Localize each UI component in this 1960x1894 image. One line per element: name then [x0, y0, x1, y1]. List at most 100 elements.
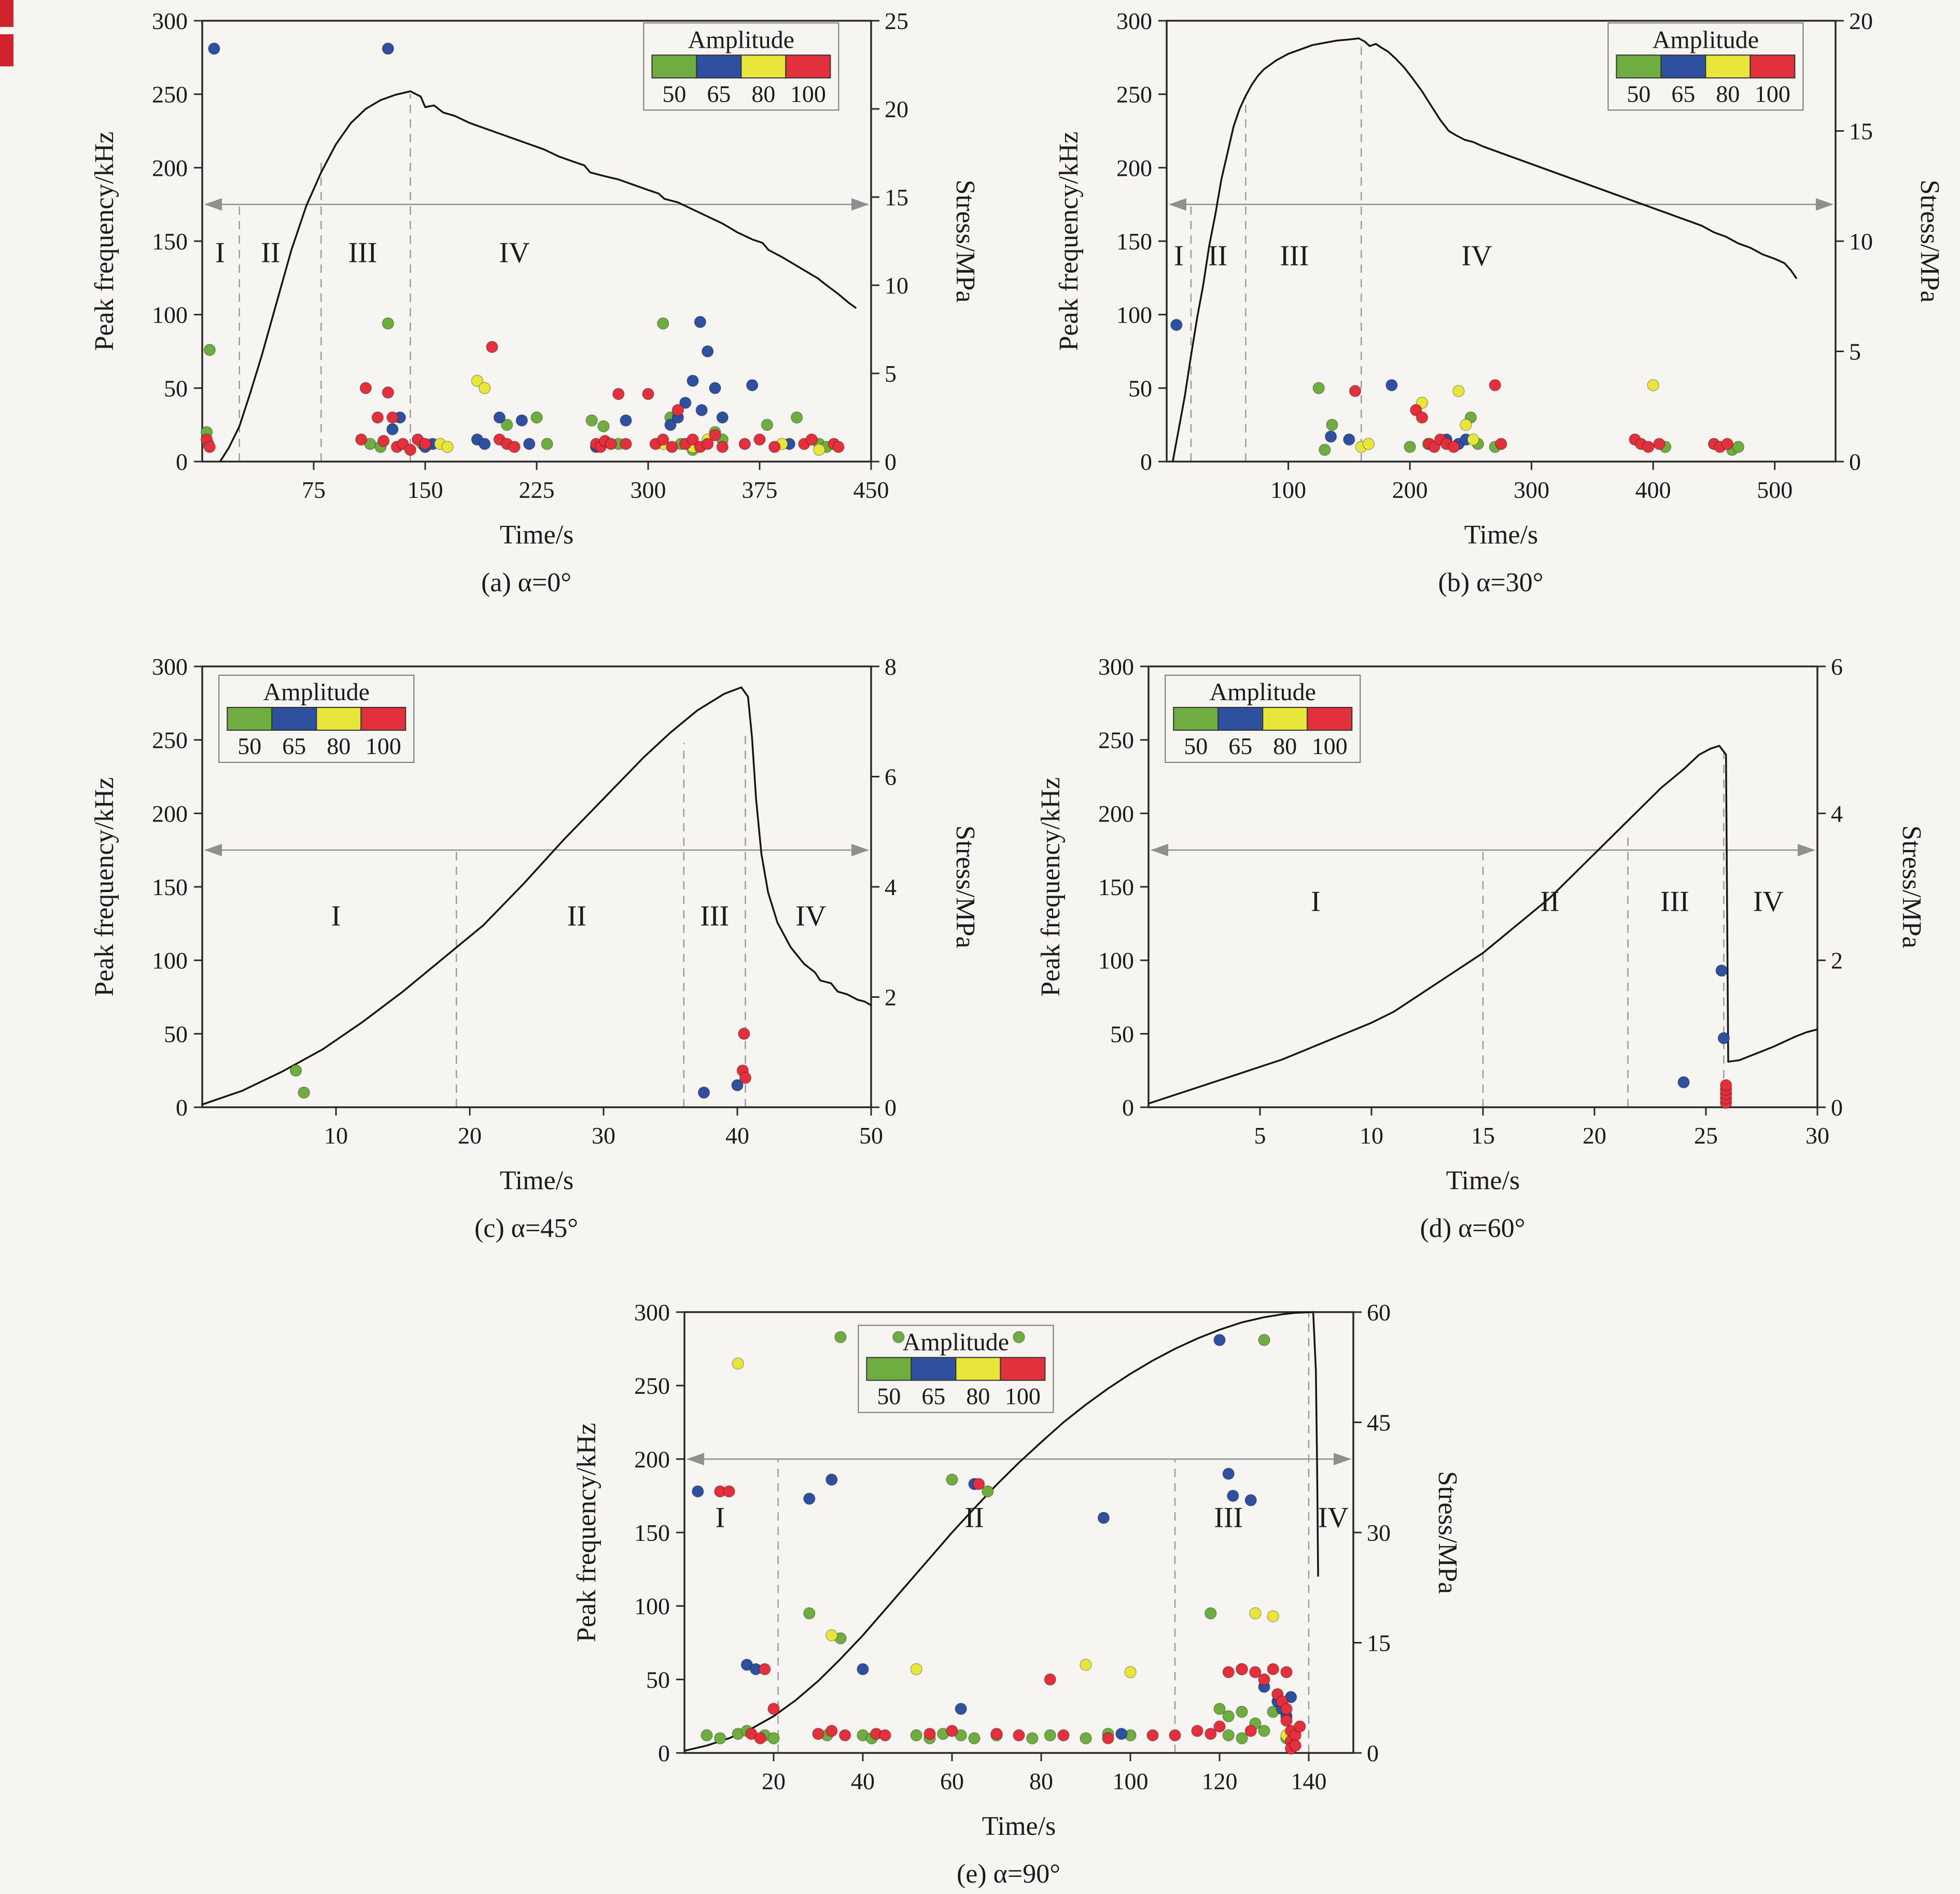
data-point [1044, 1729, 1056, 1742]
y-left-tick-label: 250 [1116, 81, 1152, 108]
data-point [879, 1729, 891, 1742]
y-left-tick-label: 200 [634, 1446, 670, 1472]
y-left-tick-label: 0 [658, 1740, 670, 1766]
y-left-axis-title: Peak frequency/kHz [90, 131, 119, 351]
data-point [1205, 1728, 1217, 1740]
x-tick-label: 100 [1113, 1768, 1149, 1794]
data-point [493, 411, 506, 424]
arrow-head-left [204, 198, 222, 211]
data-point [1213, 1703, 1226, 1715]
y-right-tick-label: 4 [1831, 800, 1843, 827]
phase-label: IV [499, 237, 529, 269]
legend-value-label: 80 [966, 1383, 990, 1410]
phase-labels: I II III IV [331, 900, 827, 932]
legend-frame [858, 1325, 1054, 1413]
phase-range-arrow [687, 1453, 1351, 1466]
legend-swatch-100 [785, 54, 831, 79]
data-point [1319, 443, 1331, 456]
x-axis: 5 10 15 20 25 30 [1254, 1107, 1829, 1149]
data-point [298, 1086, 310, 1099]
y-left-tick-label: 0 [1140, 449, 1152, 475]
x-tick-label: 15 [1471, 1122, 1495, 1149]
data-point [1715, 964, 1728, 977]
legend-swatch-65 [911, 1357, 957, 1381]
phase-label: IV [795, 900, 826, 932]
phase-label: III [700, 900, 729, 932]
legend-swatch-65 [696, 54, 742, 79]
x-tick-label: 30 [592, 1122, 615, 1149]
data-point [585, 414, 598, 427]
y-right-tick-label: 2 [885, 984, 897, 1011]
data-point [709, 382, 721, 395]
legend-swatch-65 [1660, 54, 1706, 79]
y-left-axis: 0 50 100 150 200 250 300 [1116, 8, 1167, 475]
x-tick-label: 400 [1635, 477, 1671, 503]
legend-swatch-50 [227, 707, 273, 731]
legend-title: Amplitude [688, 26, 794, 53]
data-point [530, 411, 543, 424]
stress-curve [1148, 745, 1818, 1105]
data-point [697, 1086, 710, 1099]
data-point [666, 440, 678, 453]
data-point [382, 43, 395, 55]
y-left-axis: 0 50 100 150 200 250 300 [152, 653, 202, 1121]
legend-value-label: 50 [877, 1383, 901, 1410]
x-tick-label: 50 [859, 1122, 883, 1149]
x-axis-title: Time/s [500, 1166, 574, 1195]
y-right-tick-label: 15 [1849, 118, 1873, 145]
y-right-axis-title: Stress/MPa [950, 826, 980, 949]
chart-e-caption: (e) α=90° [956, 1859, 1061, 1889]
data-point [679, 396, 692, 409]
chart-panel-b: 0 50 100 150 200 250 300 0 5 10 15 20 100 200 300 400 50… [1037, 5, 1944, 598]
legend-value-label: 80 [751, 80, 775, 107]
x-axis-title: Time/s [982, 1812, 1056, 1841]
data-point [694, 316, 707, 328]
data-point [857, 1663, 869, 1676]
data-point [701, 1729, 713, 1742]
scatter-series-80 [1355, 379, 1659, 453]
x-axis: 10 20 30 40 50 [324, 1107, 883, 1149]
data-point [1244, 1724, 1257, 1737]
y-right-tick-label: 15 [1367, 1630, 1391, 1656]
chart-c-caption: (c) α=45° [474, 1214, 579, 1243]
phase-label: II [1208, 240, 1227, 272]
x-tick-label: 225 [519, 477, 555, 503]
legend: Amplitude 50 65 80 100 [1165, 675, 1361, 763]
legend-swatch-50 [1173, 707, 1219, 731]
y-left-tick-label: 300 [152, 8, 188, 34]
y-right-tick-label: 4 [885, 874, 897, 900]
data-point [515, 414, 528, 427]
chart-panel-e: 0 50 100 150 200 250 300 0 15 30 45 60 20 40 60 80 100 12… [555, 1297, 1462, 1889]
data-point [1236, 1732, 1248, 1745]
y-right-axis: 0 15 30 45 60 [1353, 1299, 1391, 1766]
x-tick-label: 5 [1254, 1122, 1266, 1149]
data-point [382, 317, 395, 330]
legend-frame [1607, 22, 1804, 111]
y-left-tick-label: 0 [1122, 1094, 1134, 1121]
legend-swatch-65 [271, 707, 317, 731]
legend-title: Amplitude [1210, 678, 1316, 706]
stress-curve [219, 90, 857, 462]
arrow-head-left [1151, 844, 1168, 857]
x-tick-label: 500 [1757, 477, 1793, 503]
data-point [825, 1473, 838, 1486]
y-right-tick-label: 5 [1849, 339, 1861, 365]
legend-swatch-100 [1749, 54, 1796, 79]
chart-panel-c: 0 50 100 150 200 250 300 0 2 4 6 8 10 20 30 40 50 Peak fr… [73, 651, 980, 1244]
data-point [1191, 1724, 1203, 1737]
legend-swatch-100 [1307, 707, 1353, 731]
data-point [1170, 318, 1183, 331]
y-left-tick-label: 100 [634, 1593, 670, 1620]
x-tick-label: 120 [1202, 1768, 1238, 1794]
legend-value-label: 100 [1755, 80, 1790, 107]
chart-panel-a: 0 50 100 150 200 250 300 0 5 10 15 20 25 75 150 225 300 3… [73, 5, 980, 598]
data-point [471, 374, 484, 387]
y-left-tick-label: 150 [1116, 228, 1152, 255]
data-point [671, 404, 684, 416]
data-point [208, 43, 220, 55]
y-right-tick-label: 6 [1831, 653, 1843, 680]
data-point [738, 438, 751, 450]
data-point [1280, 1703, 1293, 1715]
